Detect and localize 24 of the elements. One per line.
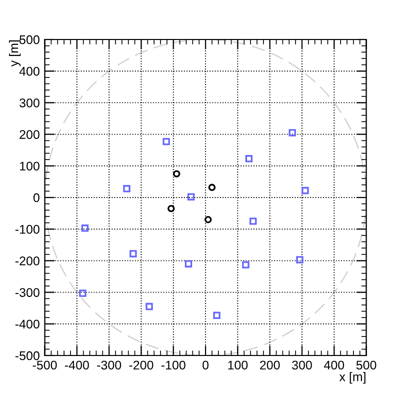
y-axis-title: y [m] <box>9 40 21 67</box>
y-tick-label: -100 <box>15 224 40 234</box>
x-tick-label: 500 <box>356 360 376 370</box>
y-tick-label: -400 <box>15 320 40 329</box>
y-tick-label: -500 <box>15 351 40 360</box>
x-tick-label: 300 <box>292 360 312 370</box>
y-tick-label: 400 <box>19 66 40 76</box>
x-tick-label: -200 <box>129 360 154 370</box>
x-tick-label: 200 <box>260 360 280 370</box>
x-axis-title: x [m] <box>339 372 366 384</box>
x-tick-label: -500 <box>32 360 57 370</box>
x-tick-label: -100 <box>161 360 186 370</box>
y-tick-label: 100 <box>20 162 40 171</box>
x-tick-label: 400 <box>324 360 344 370</box>
x-tick-label: -400 <box>64 360 89 370</box>
x-tick-label: -300 <box>97 360 122 370</box>
y-tick-label: 0 <box>33 193 40 202</box>
y-tick-label: -200 <box>15 256 40 266</box>
y-tick-label: 500 <box>20 35 40 44</box>
y-tick-label: -300 <box>15 288 40 297</box>
x-tick-label: 0 <box>202 360 209 370</box>
y-tick-label: 300 <box>20 98 40 108</box>
y-tick-label: 200 <box>20 130 40 139</box>
x-tick-label: 100 <box>228 360 248 370</box>
